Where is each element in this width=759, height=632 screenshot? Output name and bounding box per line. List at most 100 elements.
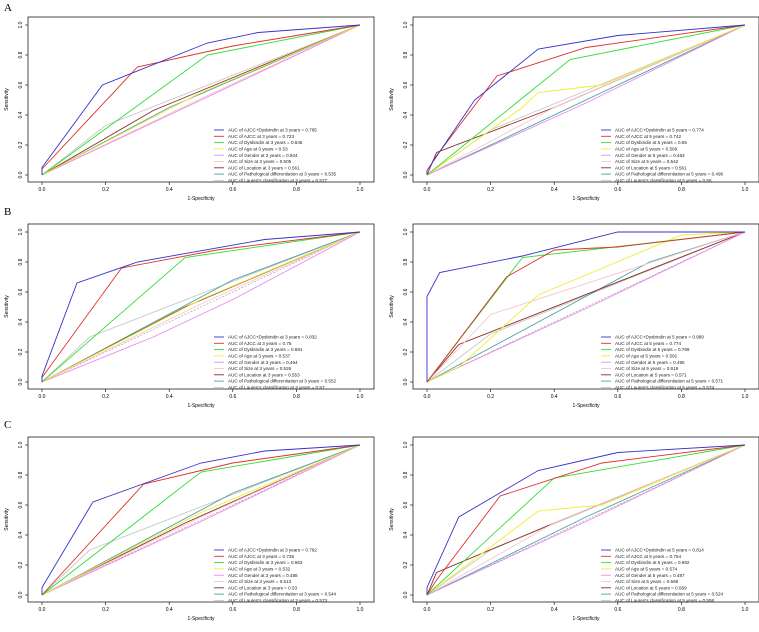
y-tick-label: 0.8 (18, 258, 24, 265)
x-tick-label: 0.0 (39, 394, 46, 400)
x-tick-label: 1.0 (742, 187, 749, 193)
roc-curve-6 (426, 24, 746, 176)
roc-curve-7 (426, 231, 746, 383)
legend-entry: AUC of Size at 5 years = 0.568 (615, 579, 679, 584)
x-axis-label: 1-Specificity (188, 196, 215, 202)
x-tick-label: 1.0 (742, 607, 749, 613)
y-tick-label: 0.6 (18, 501, 24, 508)
x-tick-label: 0.8 (678, 187, 685, 193)
roc-curve-5 (426, 444, 746, 596)
y-tick-label: 0.0 (18, 378, 24, 385)
plot-frame (412, 223, 759, 390)
x-tick-label: 0.4 (551, 394, 558, 400)
roc-curve-3 (41, 444, 361, 596)
roc-curve-1 (426, 231, 745, 382)
roc-curve-7 (41, 24, 361, 176)
roc-chart-5: 0.0 0.2 0.4 0.6 0.8 1.0 0.0 0.2 0.4 0.6 0.8 1.0 1-Sp… (4, 436, 375, 622)
x-tick-label: 0.6 (614, 607, 621, 613)
legend-entry: AUC of AJCC at 5 years = 0.742 (615, 134, 681, 139)
y-tick-label: 0.8 (18, 471, 24, 478)
y-tick-label: 1.0 (403, 441, 409, 448)
roc-curve-3 (41, 231, 361, 383)
legend-entry: AUC of AJCC at 3 years = 0.735 (228, 554, 294, 559)
roc-curve-2 (426, 231, 746, 383)
x-tick-label: 0.0 (424, 394, 431, 400)
x-tick-label: 1.0 (742, 394, 749, 400)
x-tick-label: 0.2 (487, 607, 494, 613)
legend-entry: AUC of Lauren's classification at 5 year… (615, 178, 712, 183)
roc-curve-6 (41, 24, 361, 176)
roc-curve-3 (426, 24, 746, 176)
roc-curve-8 (41, 444, 361, 596)
roc-curve-5 (426, 231, 746, 383)
y-tick-label: 0.4 (18, 318, 24, 325)
legend-entry: AUC of Lauren's classification at 3 year… (228, 385, 325, 390)
legend-entry: AUC of AJCC+Dysbindin at 5 years = 0.889 (615, 335, 704, 340)
x-axis-label: 1-Specificity (188, 616, 215, 622)
x-axis-label: 1-Specificity (573, 616, 600, 622)
legend-entry: AUC of AJCC+Dysbindin at 3 years = 0.765 (228, 128, 317, 133)
legend-entry: AUC of Gender at 3 years = 0.464 (228, 360, 298, 365)
legend-entry: AUC of Size at 5 years = 0.542 (615, 159, 679, 164)
panel-letter-a: A (4, 2, 12, 14)
y-tick-label: 0.2 (403, 141, 409, 148)
legend-entry: AUC of Lauren's classification at 3 year… (228, 598, 328, 603)
roc-curve-1 (41, 24, 361, 175)
roc-curve-4 (426, 231, 746, 383)
plot-frame (412, 16, 759, 183)
roc-chart-4: 0.0 0.2 0.4 0.6 0.8 1.0 0.0 0.2 0.4 0.6 0.8 1.0 1-Sp… (389, 223, 759, 409)
legend-entry: AUC of Lauren's classification at 3 year… (228, 178, 328, 183)
x-tick-label: 0.6 (229, 607, 236, 613)
legend-entry: AUC of Pathological differentiation at 5… (615, 379, 724, 384)
x-axis-label: 1-Specificity (573, 196, 600, 202)
y-tick-label: 0.0 (18, 171, 24, 178)
y-tick-label: 1.0 (18, 21, 24, 28)
y-tick-label: 0.2 (18, 141, 24, 148)
roc-curve-5 (41, 24, 361, 176)
y-axis-label: Sensitivity (389, 88, 395, 111)
roc-curve-9 (41, 231, 361, 383)
x-tick-label: 0.4 (551, 187, 558, 193)
legend-entry: AUC of Size at 3 years = 0.513 (228, 579, 292, 584)
x-axis-label: 1-Specificity (188, 403, 215, 409)
legend-entry: AUC of Dysbindin at 3 years = 0.663 (228, 560, 303, 565)
x-tick-label: 0.0 (39, 607, 46, 613)
plot-frame (27, 436, 375, 603)
legend-entry: AUC of Age at 5 years = 0.591 (615, 354, 678, 359)
x-tick-label: 0.4 (551, 607, 558, 613)
x-tick-label: 0.8 (678, 394, 685, 400)
legend-entry: AUC of AJCC+Dysbindin at 5 years = 0.774 (615, 128, 704, 133)
x-tick-label: 0.0 (424, 607, 431, 613)
x-tick-label: 0.2 (102, 394, 109, 400)
roc-curve-4 (41, 24, 361, 176)
legend-entry: AUC of Dysbindin at 3 years = 0.691 (228, 347, 303, 352)
legend-entry: AUC of Location at 3 years = 0.553 (228, 372, 300, 377)
y-tick-label: 0.6 (403, 501, 409, 508)
legend-entry: AUC of AJCC at 3 years = 0.75 (228, 341, 292, 346)
y-tick-label: 0.0 (403, 591, 409, 598)
legend-entry: AUC of Pathological differentiation at 3… (228, 379, 337, 384)
y-tick-label: 1.0 (18, 228, 24, 235)
roc-curve-8 (426, 24, 746, 176)
roc-curve-5 (41, 231, 361, 383)
y-tick-label: 0.2 (403, 561, 409, 568)
legend-entry: AUC of Pathological differentiation at 5… (615, 592, 724, 597)
legend-entry: AUC of Gender at 3 years = 0.504 (228, 153, 298, 158)
y-tick-label: 0.2 (18, 561, 24, 568)
y-tick-label: 0.4 (18, 111, 24, 118)
x-tick-label: 0.6 (614, 394, 621, 400)
roc-curve-6 (426, 444, 746, 596)
x-tick-label: 0.4 (166, 607, 173, 613)
y-tick-label: 0.8 (18, 51, 24, 58)
legend-entry: AUC of Age at 3 years = 0.532 (228, 567, 291, 572)
x-axis-label: 1-Specificity (573, 403, 600, 409)
x-tick-label: 0.4 (166, 187, 173, 193)
legend-entry: AUC of AJCC+Dysbindin at 5 years = 0.814 (615, 548, 704, 553)
legend-entry: AUC of Location at 5 years = 0.561 (615, 165, 687, 170)
roc-chart-3: 0.0 0.2 0.4 0.6 0.8 1.0 0.0 0.2 0.4 0.6 0.8 1.0 1-Sp… (4, 223, 375, 409)
y-tick-label: 0.6 (18, 81, 24, 88)
panel-letter-b: B (4, 206, 12, 218)
roc-curve-2 (41, 444, 361, 596)
legend-entry: AUC of Pathological differentiation at 5… (615, 172, 724, 177)
y-tick-label: 1.0 (18, 441, 24, 448)
